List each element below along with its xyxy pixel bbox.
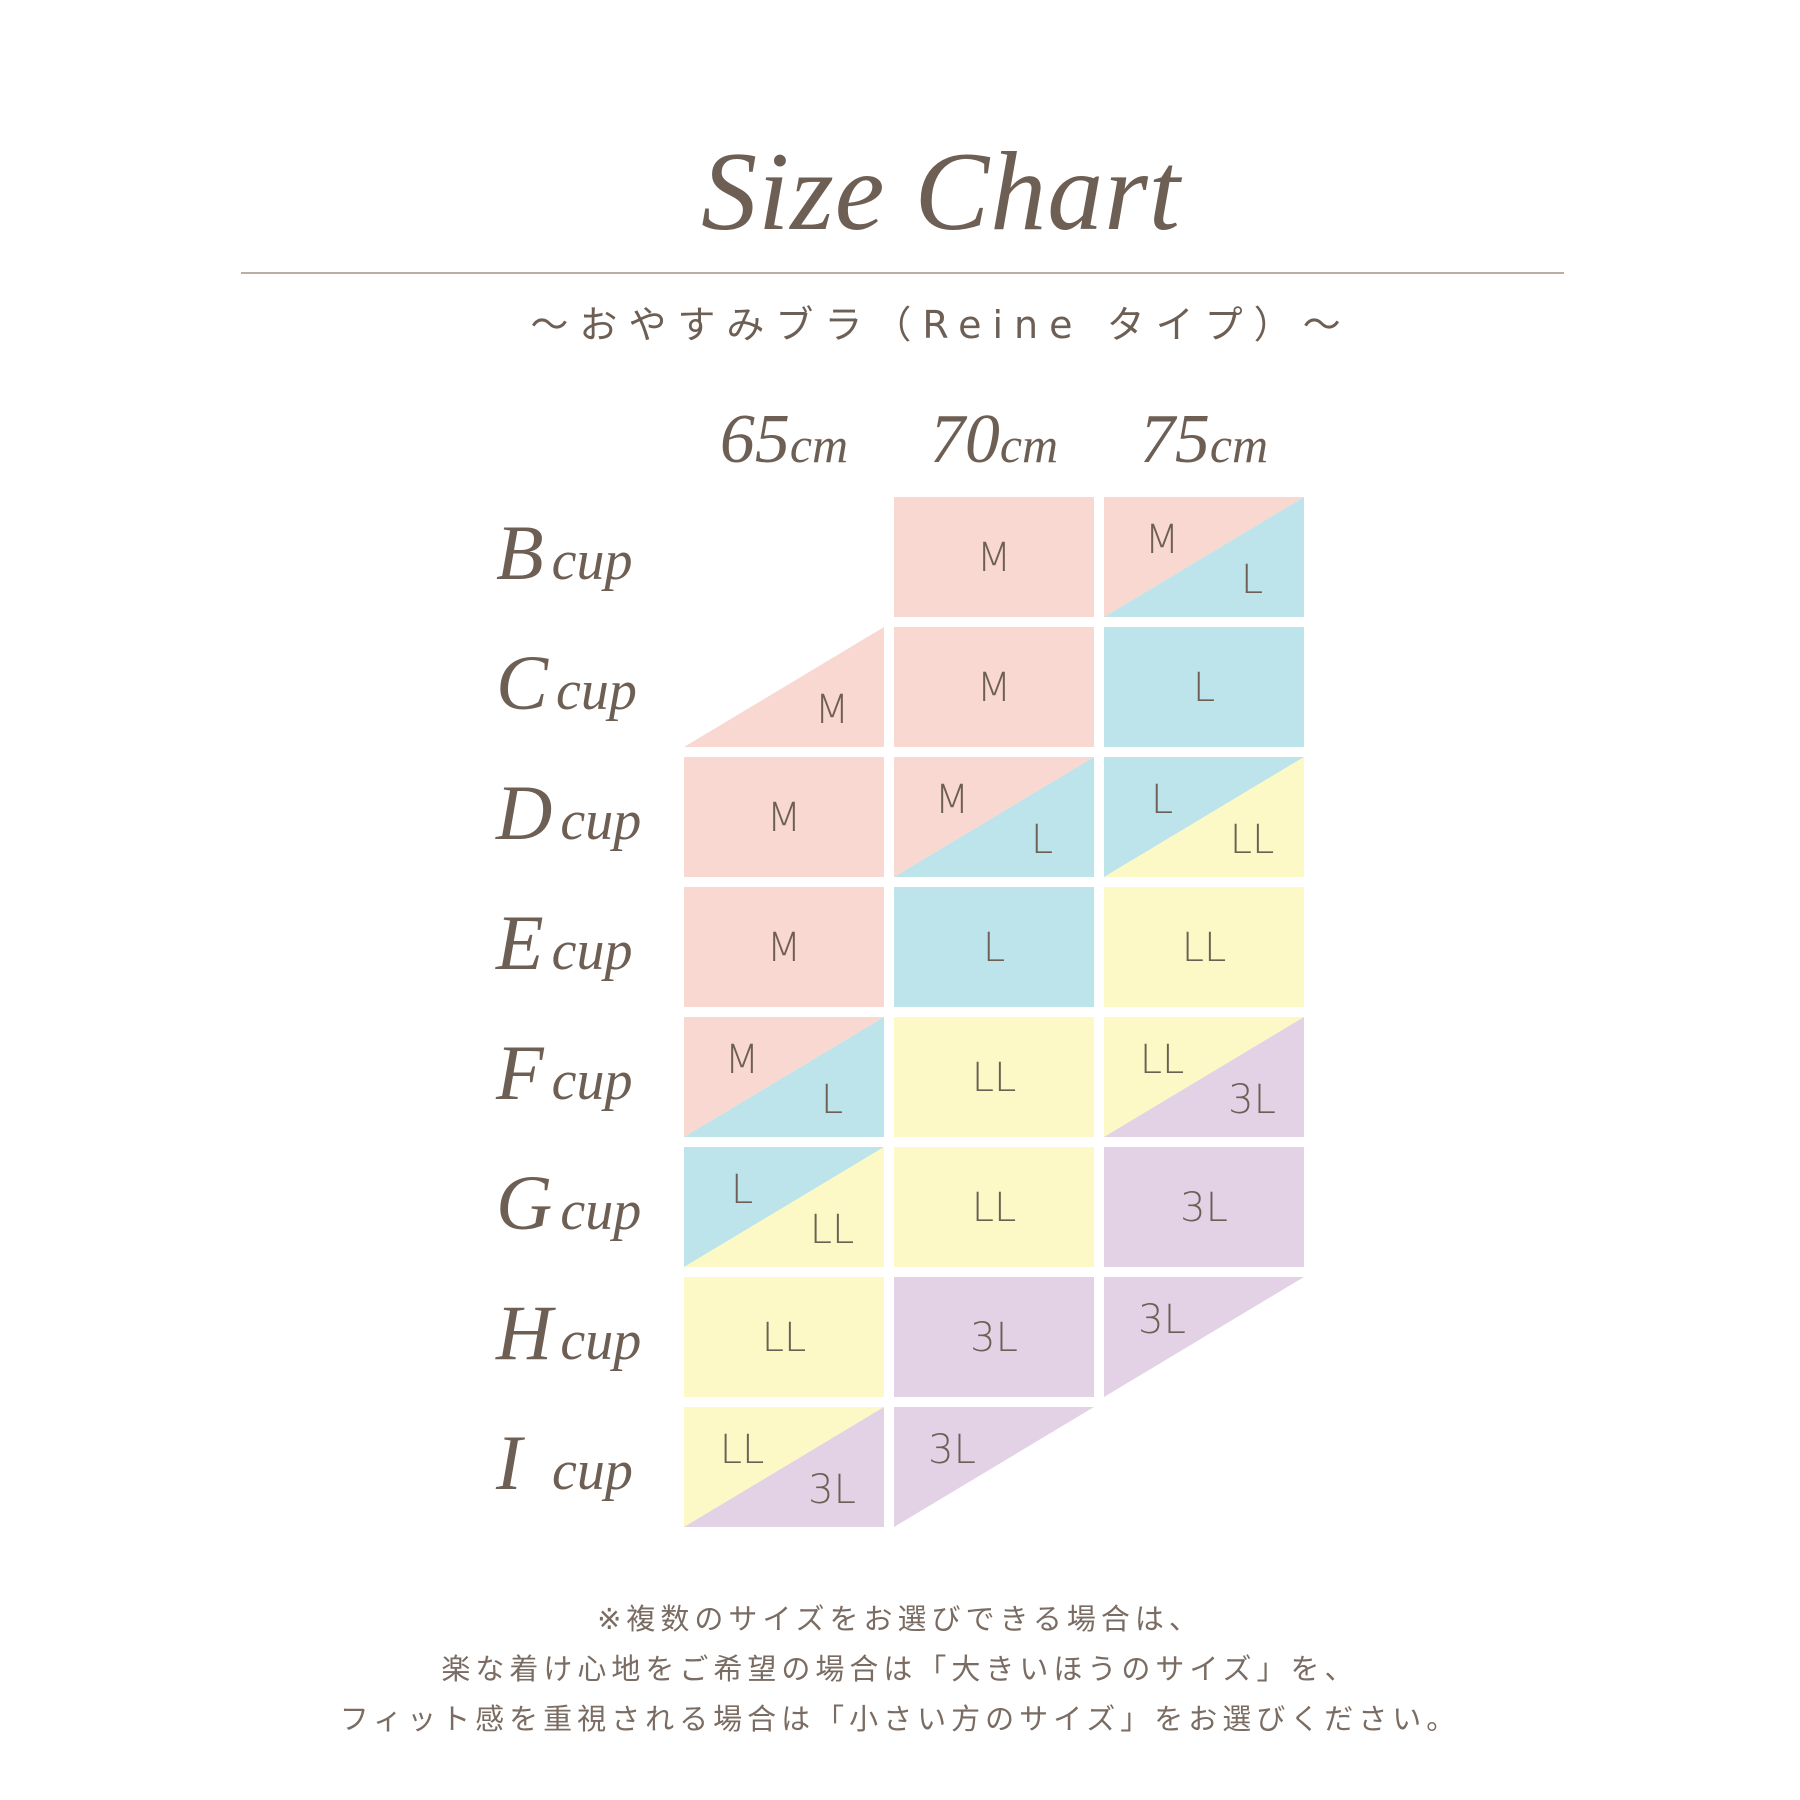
page-title: Size Chart (701, 130, 1181, 254)
column-header-65: 65cm (720, 401, 848, 478)
cell-G-75-label: 3L (1180, 1185, 1228, 1231)
cell-G-75 (1104, 1147, 1304, 1267)
cell-B-75-upper-label: M (1145, 517, 1180, 563)
cell-E-75-label: LL (1182, 925, 1227, 971)
cell-E-65-label: M (767, 925, 802, 971)
cell-F-65-upper-label: M (725, 1037, 760, 1083)
cell-D-75-upper-label: L (1151, 777, 1173, 823)
cell-C-65-lower-triangle (684, 627, 884, 747)
cell-D-65-label: M (767, 795, 802, 841)
cell-D-70-lower-label: L (1031, 817, 1053, 863)
cell-H-65 (684, 1277, 884, 1397)
cell-E-70-label: L (983, 925, 1005, 971)
cell-H-75-upper-label: 3L (1138, 1297, 1186, 1343)
cell-C-75-label: L (1193, 665, 1215, 711)
cell-H-70-label: 3L (970, 1315, 1018, 1361)
column-header-70: 70cm (930, 401, 1058, 478)
cell-F-75-lower-label: 3L (1228, 1077, 1276, 1123)
cell-G-65-lower-triangle (684, 1147, 884, 1267)
column-header-75: 75cm (1140, 401, 1268, 478)
cell-E-70 (894, 887, 1094, 1007)
footnote-line-1: ※複数のサイズをお選びできる場合は、 (597, 1602, 1203, 1636)
cell-C-70-label: M (977, 665, 1012, 711)
title-divider (241, 272, 1564, 274)
cell-E-65 (684, 887, 884, 1007)
cell-E-75 (1104, 887, 1304, 1007)
cell-I-65-lower-label: 3L (808, 1467, 856, 1513)
cell-G-65-lower-label: LL (810, 1207, 855, 1253)
footnote-line-2: 楽な着け心地をご希望の場合は「大きいほうのサイズ」を、 (441, 1652, 1359, 1686)
footnote-line-3: フィット感を重視される場合は「小さい方のサイズ」をお選びください。 (339, 1702, 1461, 1736)
cell-C-75 (1104, 627, 1304, 747)
cell-C-70 (894, 627, 1094, 747)
cell-F-75-upper-label: LL (1140, 1037, 1185, 1083)
cell-H-75-upper-triangle (1104, 1277, 1304, 1397)
cell-B-70 (894, 497, 1094, 617)
cell-D-75-lower-label: LL (1230, 817, 1275, 863)
cell-I-70-upper-triangle (894, 1407, 1094, 1527)
cell-H-65-label: LL (762, 1315, 807, 1361)
cell-I-65-upper-label: LL (720, 1427, 765, 1473)
cell-C-65-lower-label: M (815, 687, 850, 733)
cell-D-70-upper-label: M (935, 777, 970, 823)
cell-D-65 (684, 757, 884, 877)
cell-F-70-label: LL (972, 1055, 1017, 1101)
cell-G-70 (894, 1147, 1094, 1267)
cell-F-75-lower-triangle (1104, 1017, 1304, 1137)
cell-F-65-lower-label: L (821, 1077, 843, 1123)
cell-B-75-lower-triangle (1104, 497, 1304, 617)
subtitle: ～おやすみブラ（Reine タイプ）～ (530, 303, 1352, 347)
cell-D-70-lower-triangle (894, 757, 1094, 877)
cell-I-70-upper-label: 3L (928, 1427, 976, 1473)
cell-F-65-lower-triangle (684, 1017, 884, 1137)
cell-G-65-upper-label: L (731, 1167, 753, 1213)
cell-H-70 (894, 1277, 1094, 1397)
cell-I-65-lower-triangle (684, 1407, 884, 1527)
cell-G-70-label: LL (972, 1185, 1017, 1231)
cell-F-70 (894, 1017, 1094, 1137)
cell-B-70-label: M (977, 535, 1012, 581)
cell-B-75-lower-label: L (1241, 557, 1263, 603)
cell-D-75-lower-triangle (1104, 757, 1304, 877)
